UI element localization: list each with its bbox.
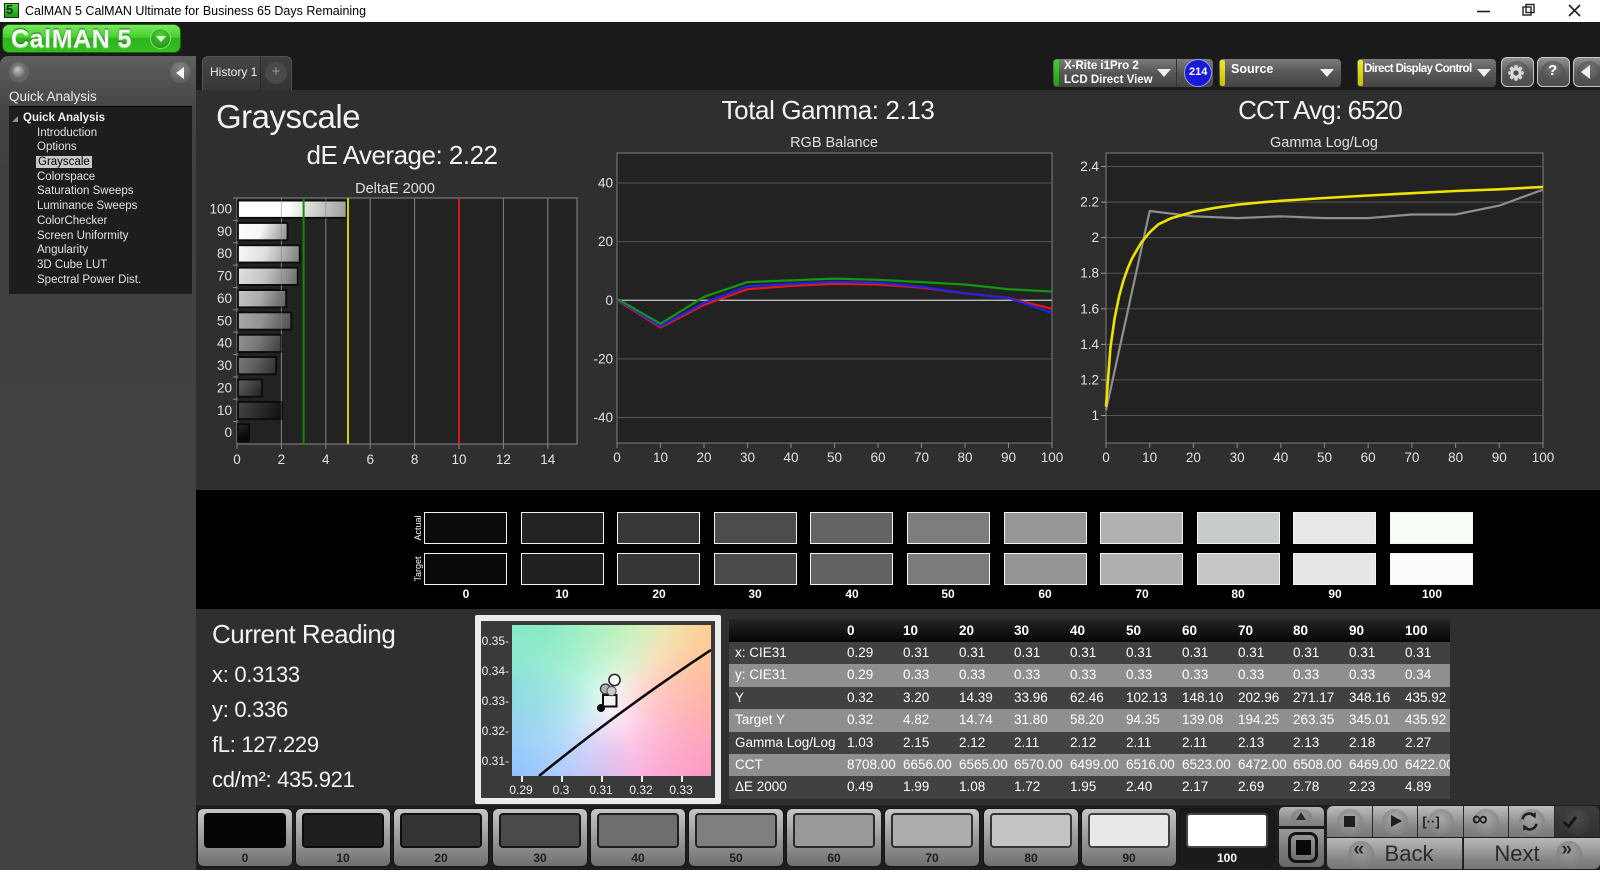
- svg-text:2.2: 2.2: [1080, 195, 1099, 210]
- svg-text:80: 80: [1448, 450, 1463, 465]
- svg-text:1.6: 1.6: [1080, 301, 1099, 316]
- svg-text:30: 30: [217, 358, 232, 373]
- svg-text:100: 100: [1041, 450, 1064, 465]
- svg-text:DeltaE 2000: DeltaE 2000: [355, 181, 435, 197]
- svg-text:30: 30: [740, 450, 755, 465]
- svg-text:4: 4: [322, 452, 330, 467]
- svg-text:20: 20: [696, 450, 711, 465]
- svg-text:8: 8: [411, 452, 419, 467]
- svg-text:100: 100: [209, 202, 232, 217]
- svg-text:80: 80: [957, 450, 972, 465]
- svg-text:0: 0: [613, 450, 621, 465]
- svg-text:70: 70: [1404, 450, 1419, 465]
- svg-text:14: 14: [540, 452, 556, 467]
- svg-text:30: 30: [1230, 450, 1245, 465]
- svg-text:20: 20: [217, 380, 232, 395]
- svg-text:50: 50: [217, 313, 232, 328]
- svg-text:1: 1: [1091, 408, 1099, 423]
- svg-text:10: 10: [451, 452, 466, 467]
- svg-text:20: 20: [1186, 450, 1201, 465]
- svg-text:70: 70: [914, 450, 929, 465]
- svg-text:60: 60: [870, 450, 885, 465]
- svg-text:0: 0: [605, 293, 613, 308]
- svg-text:10: 10: [653, 450, 668, 465]
- svg-text:40: 40: [217, 336, 232, 351]
- svg-text:1.4: 1.4: [1080, 337, 1099, 352]
- svg-text:12: 12: [496, 452, 511, 467]
- svg-text:Gamma Log/Log: Gamma Log/Log: [1270, 135, 1378, 151]
- svg-text:50: 50: [827, 450, 842, 465]
- svg-text:80: 80: [217, 246, 232, 261]
- svg-text:90: 90: [1492, 450, 1507, 465]
- svg-text:2: 2: [278, 452, 286, 467]
- svg-text:10: 10: [217, 403, 232, 418]
- svg-text:60: 60: [1361, 450, 1376, 465]
- svg-text:40: 40: [1273, 450, 1288, 465]
- svg-text:90: 90: [1001, 450, 1016, 465]
- svg-text:RGB Balance: RGB Balance: [790, 135, 878, 151]
- svg-text:90: 90: [217, 224, 232, 239]
- svg-text:-40: -40: [593, 410, 613, 425]
- svg-text:10: 10: [1142, 450, 1157, 465]
- svg-text:60: 60: [217, 291, 232, 306]
- svg-text:70: 70: [217, 269, 232, 284]
- svg-text:2.4: 2.4: [1080, 159, 1099, 174]
- svg-text:40: 40: [783, 450, 798, 465]
- svg-text:1.8: 1.8: [1080, 266, 1099, 281]
- svg-text:0: 0: [1102, 450, 1110, 465]
- svg-text:1.2: 1.2: [1080, 372, 1099, 387]
- svg-text:100: 100: [1532, 450, 1555, 465]
- svg-text:0: 0: [233, 452, 241, 467]
- svg-text:0: 0: [224, 425, 232, 440]
- svg-text:-20: -20: [593, 351, 613, 366]
- svg-text:50: 50: [1317, 450, 1332, 465]
- svg-text:20: 20: [598, 234, 613, 249]
- svg-text:40: 40: [598, 176, 613, 191]
- svg-text:6: 6: [366, 452, 374, 467]
- svg-text:2: 2: [1091, 230, 1099, 245]
